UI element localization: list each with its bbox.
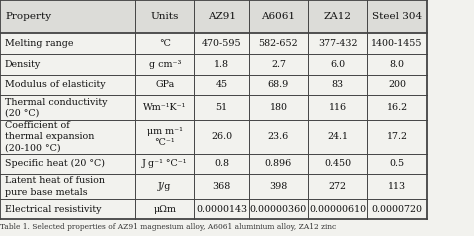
- Text: 2.7: 2.7: [271, 60, 286, 69]
- Text: AZ91: AZ91: [208, 12, 236, 21]
- Text: μΩm: μΩm: [153, 205, 176, 214]
- Text: 8.0: 8.0: [390, 60, 404, 69]
- Text: 51: 51: [216, 103, 228, 112]
- Text: GPa: GPa: [155, 80, 174, 89]
- Text: μm m⁻¹
°C⁻¹: μm m⁻¹ °C⁻¹: [147, 127, 182, 147]
- Text: 24.1: 24.1: [327, 132, 348, 141]
- Text: 470-595: 470-595: [202, 39, 241, 48]
- Text: 68.9: 68.9: [268, 80, 289, 89]
- Text: Property: Property: [6, 12, 52, 21]
- Text: J g⁻¹ °C⁻¹: J g⁻¹ °C⁻¹: [142, 159, 187, 168]
- Text: Units: Units: [151, 12, 179, 21]
- Text: 377-432: 377-432: [318, 39, 357, 48]
- Text: 180: 180: [270, 103, 287, 112]
- Text: 398: 398: [269, 182, 288, 191]
- Text: 26.0: 26.0: [211, 132, 232, 141]
- Text: 17.2: 17.2: [386, 132, 408, 141]
- Text: 0.00000360: 0.00000360: [250, 205, 307, 214]
- Bar: [0, 0, 427, 34]
- Text: 0.0000720: 0.0000720: [372, 205, 422, 214]
- Text: Coefficient of
thermal expansion
(20-100 °C): Coefficient of thermal expansion (20-100…: [5, 121, 94, 152]
- Text: ZA12: ZA12: [324, 12, 352, 21]
- Text: Specific heat (20 °C): Specific heat (20 °C): [5, 159, 105, 168]
- Text: 23.6: 23.6: [268, 132, 289, 141]
- Text: Thermal conductivity
(20 °C): Thermal conductivity (20 °C): [5, 97, 107, 118]
- Text: Wm⁻¹K⁻¹: Wm⁻¹K⁻¹: [143, 103, 186, 112]
- Text: 113: 113: [388, 182, 406, 191]
- Text: 1400-1455: 1400-1455: [371, 39, 423, 48]
- Text: 0.5: 0.5: [390, 159, 404, 168]
- Text: Density: Density: [5, 60, 41, 69]
- Text: Steel 304: Steel 304: [372, 12, 422, 21]
- Text: 83: 83: [332, 80, 344, 89]
- Text: 116: 116: [328, 103, 347, 112]
- Text: 16.2: 16.2: [386, 103, 408, 112]
- Text: J/g: J/g: [158, 182, 172, 191]
- Text: Modulus of elasticity: Modulus of elasticity: [5, 80, 105, 89]
- Text: A6061: A6061: [262, 12, 295, 21]
- Text: Melting range: Melting range: [5, 39, 73, 48]
- Text: 6.0: 6.0: [330, 60, 345, 69]
- Text: 45: 45: [216, 80, 228, 89]
- Text: Electrical resistivity: Electrical resistivity: [5, 205, 101, 214]
- Text: 1.8: 1.8: [214, 60, 229, 69]
- Text: 200: 200: [388, 80, 406, 89]
- Text: 368: 368: [212, 182, 231, 191]
- Text: 0.8: 0.8: [214, 159, 229, 168]
- Text: g cm⁻³: g cm⁻³: [148, 60, 181, 69]
- Text: 0.896: 0.896: [265, 159, 292, 168]
- Text: 272: 272: [329, 182, 346, 191]
- Text: 0.00000610: 0.00000610: [309, 205, 366, 214]
- Text: 0.0000143: 0.0000143: [196, 205, 247, 214]
- Text: 0.450: 0.450: [324, 159, 351, 168]
- Text: 582-652: 582-652: [259, 39, 298, 48]
- Text: Latent heat of fusion
pure base metals: Latent heat of fusion pure base metals: [5, 177, 105, 197]
- Text: °C: °C: [159, 39, 171, 48]
- Text: Table 1. Selected properties of AZ91 magnesium alloy, A6061 aluminium alloy, ZA1: Table 1. Selected properties of AZ91 mag…: [0, 223, 336, 231]
